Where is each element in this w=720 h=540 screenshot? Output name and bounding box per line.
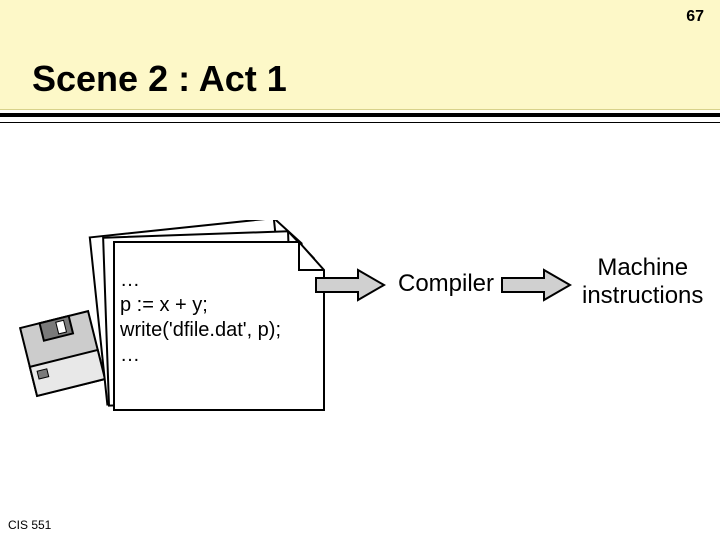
code-line: … xyxy=(120,269,140,291)
divider-thin xyxy=(0,122,720,123)
code-line: p := x + y; xyxy=(120,294,208,316)
code-line: … xyxy=(120,344,140,366)
page-number: 67 xyxy=(686,8,704,26)
slide: 67 Scene 2 : Act 1 xyxy=(0,0,720,540)
output-line: instructions xyxy=(582,282,703,309)
compiler-label: Compiler xyxy=(398,270,494,298)
slide-title: Scene 2 : Act 1 xyxy=(32,58,287,100)
arrow-icon xyxy=(314,268,386,307)
output-line: Machine xyxy=(597,254,688,281)
footer-text: CIS 551 xyxy=(8,518,51,532)
divider-thick xyxy=(0,113,720,117)
code-line: write('dfile.dat', p); xyxy=(120,319,281,341)
output-label: Machineinstructions xyxy=(582,254,703,309)
diagram: … p := x + y; write('dfile.dat', p); … C… xyxy=(0,180,720,440)
source-code-text: … p := x + y; write('dfile.dat', p); … xyxy=(120,268,281,368)
arrow-icon xyxy=(500,268,572,307)
